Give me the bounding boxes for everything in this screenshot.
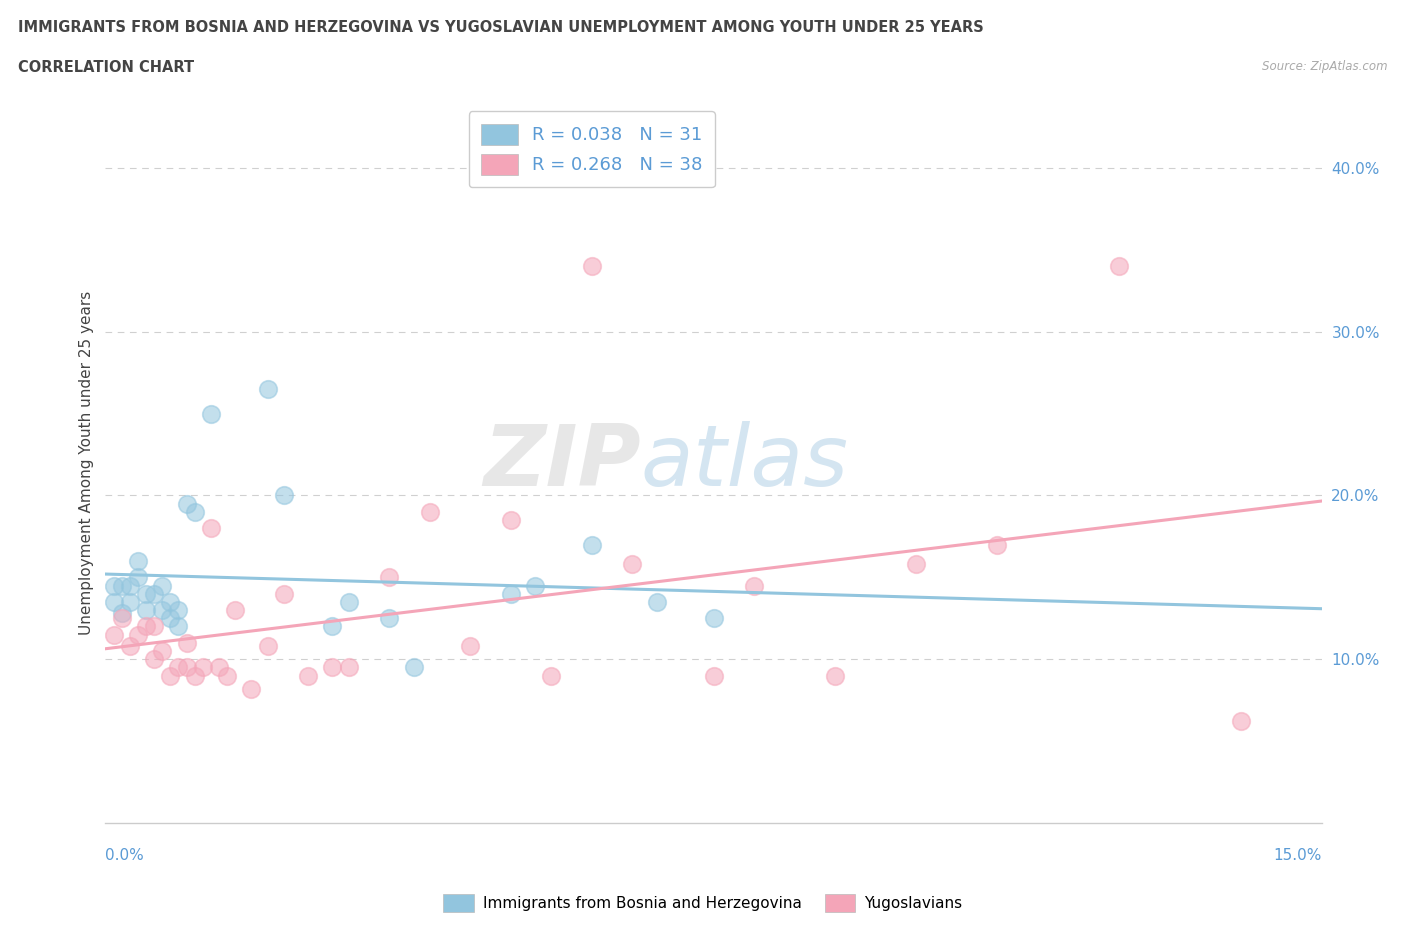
Point [118, 639, 141, 654]
Point [176, 497, 198, 512]
Point [118, 594, 141, 609]
Point [143, 586, 166, 601]
Point [321, 619, 343, 634]
Point [540, 668, 562, 683]
Point [702, 668, 725, 683]
Point [111, 611, 134, 626]
Point [167, 603, 190, 618]
Point [103, 578, 125, 593]
Point [127, 570, 149, 585]
Point [402, 660, 425, 675]
Point [208, 660, 231, 675]
Point [103, 594, 125, 609]
Point [183, 668, 205, 683]
Point [118, 578, 141, 593]
Point [378, 570, 401, 585]
Point [167, 660, 190, 675]
Point [111, 578, 134, 593]
Point [499, 586, 522, 601]
Point [150, 644, 173, 658]
Text: 0.0%: 0.0% [105, 848, 145, 863]
Point [143, 619, 166, 634]
Point [217, 668, 239, 683]
Point [297, 668, 319, 683]
Legend: R = 0.038   N = 31, R = 0.268   N = 38: R = 0.038 N = 31, R = 0.268 N = 38 [468, 112, 716, 187]
Point [273, 586, 295, 601]
Point [150, 603, 173, 618]
Text: CORRELATION CHART: CORRELATION CHART [18, 60, 194, 75]
Point [176, 635, 198, 650]
Point [1108, 259, 1130, 273]
Point [986, 538, 1008, 552]
Point [143, 652, 166, 667]
Point [183, 504, 205, 519]
Text: 15.0%: 15.0% [1274, 848, 1322, 863]
Legend: Immigrants from Bosnia and Herzegovina, Yugoslavians: Immigrants from Bosnia and Herzegovina, … [437, 888, 969, 918]
Point [645, 594, 668, 609]
Point [256, 639, 278, 654]
Point [524, 578, 547, 593]
Point [135, 603, 157, 618]
Point [224, 603, 246, 618]
Point [378, 611, 401, 626]
Point [499, 512, 522, 527]
Point [135, 586, 157, 601]
Point [200, 521, 222, 536]
Point [127, 553, 149, 568]
Y-axis label: Unemployment Among Youth under 25 years: Unemployment Among Youth under 25 years [79, 290, 94, 635]
Point [135, 619, 157, 634]
Point [176, 660, 198, 675]
Text: ZIP: ZIP [482, 421, 641, 504]
Point [159, 594, 181, 609]
Point [581, 259, 603, 273]
Text: atlas: atlas [641, 421, 849, 504]
Point [127, 627, 149, 642]
Point [419, 504, 441, 519]
Point [581, 538, 603, 552]
Point [337, 660, 360, 675]
Point [191, 660, 214, 675]
Point [321, 660, 343, 675]
Text: Source: ZipAtlas.com: Source: ZipAtlas.com [1263, 60, 1388, 73]
Point [200, 406, 222, 421]
Point [621, 557, 644, 572]
Point [111, 606, 134, 621]
Point [824, 668, 846, 683]
Point [256, 381, 278, 396]
Text: IMMIGRANTS FROM BOSNIA AND HERZEGOVINA VS YUGOSLAVIAN UNEMPLOYMENT AMONG YOUTH U: IMMIGRANTS FROM BOSNIA AND HERZEGOVINA V… [18, 20, 984, 35]
Point [702, 611, 725, 626]
Point [167, 619, 190, 634]
Point [159, 611, 181, 626]
Point [103, 627, 125, 642]
Point [458, 639, 481, 654]
Point [742, 578, 765, 593]
Point [240, 682, 263, 697]
Point [150, 578, 173, 593]
Point [1229, 714, 1251, 729]
Point [159, 668, 181, 683]
Point [273, 488, 295, 503]
Point [337, 594, 360, 609]
Point [905, 557, 928, 572]
